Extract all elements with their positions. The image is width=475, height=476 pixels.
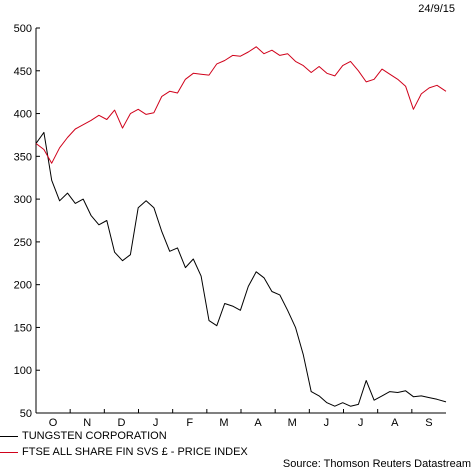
x-tick-label: A xyxy=(254,417,262,429)
series-line-1 xyxy=(35,46,447,164)
y-tick-label: 250 xyxy=(14,237,32,249)
legend-item-tungsten: TUNGSTEN CORPORATION xyxy=(0,428,248,444)
y-axis-ticks: 50 100 150 200 250 300 350 400 450 500 xyxy=(14,23,40,420)
chart-series xyxy=(35,46,447,407)
x-tick-label: J xyxy=(153,417,159,429)
chart-axes xyxy=(35,28,446,414)
chart-legend: TUNGSTEN CORPORATION FTSE ALL SHARE FIN … xyxy=(0,428,248,460)
chart-source-note: Source: Thomson Reuters Datastream xyxy=(282,458,471,470)
y-tick-label: 300 xyxy=(14,194,32,206)
y-tick-label: 150 xyxy=(14,322,32,334)
legend-item-ftse: FTSE ALL SHARE FIN SVS £ - PRICE INDEX xyxy=(0,444,248,460)
chart-date-label: 24/9/15 xyxy=(418,3,455,15)
series-line-0 xyxy=(35,131,447,407)
x-tick-label: O xyxy=(49,417,58,429)
x-tick-label: D xyxy=(117,417,125,429)
y-tick-label: 450 xyxy=(14,66,32,78)
legend-swatch-tungsten xyxy=(0,436,18,437)
legend-label-tungsten: TUNGSTEN CORPORATION xyxy=(22,430,167,442)
x-tick-label: A xyxy=(391,417,399,429)
x-tick-label: N xyxy=(83,417,91,429)
x-tick-label: M xyxy=(219,417,228,429)
x-tick-label: F xyxy=(186,417,193,429)
x-tick-label: M xyxy=(288,417,297,429)
legend-label-ftse: FTSE ALL SHARE FIN SVS £ - PRICE INDEX xyxy=(22,446,248,458)
y-tick-label: 400 xyxy=(14,109,32,121)
y-tick-label: 200 xyxy=(14,280,32,292)
legend-swatch-ftse xyxy=(0,452,18,453)
y-tick-label: 100 xyxy=(14,365,32,377)
x-tick-label: S xyxy=(425,417,432,429)
y-tick-label: 50 xyxy=(20,408,32,420)
x-tick-label: J xyxy=(358,417,364,429)
x-tick-label: J xyxy=(324,417,330,429)
y-tick-label: 350 xyxy=(14,151,32,163)
y-tick-label: 500 xyxy=(14,23,32,35)
